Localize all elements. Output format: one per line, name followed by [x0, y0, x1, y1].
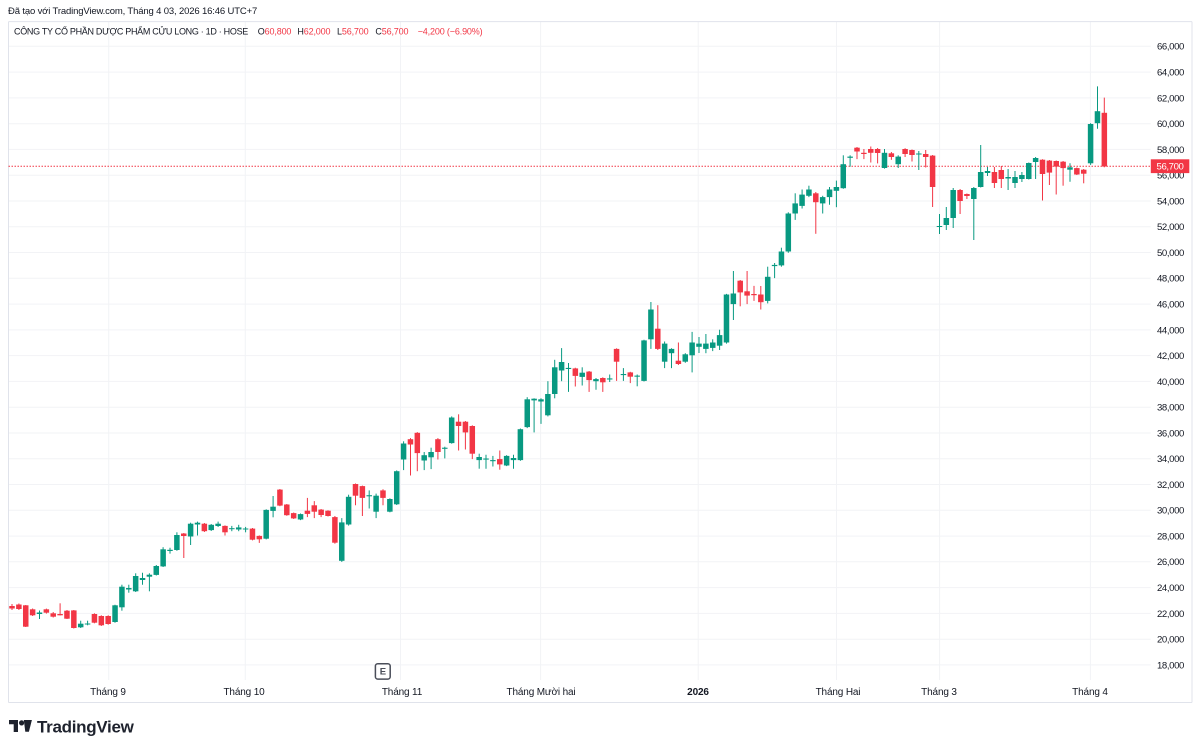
- svg-text:58,000: 58,000: [1157, 145, 1184, 156]
- svg-text:34,000: 34,000: [1157, 454, 1184, 465]
- svg-text:2026: 2026: [687, 687, 709, 698]
- svg-text:−4,200 (−6.90%): −4,200 (−6.90%): [418, 27, 483, 37]
- svg-text:56,700: 56,700: [1157, 162, 1184, 173]
- svg-text:52,000: 52,000: [1157, 222, 1184, 233]
- svg-text:66,000: 66,000: [1157, 42, 1184, 53]
- svg-text:18,000: 18,000: [1157, 660, 1184, 671]
- svg-text:60,000: 60,000: [1157, 119, 1184, 130]
- svg-text:C56,700: C56,700: [375, 27, 408, 37]
- svg-text:26,000: 26,000: [1157, 557, 1184, 568]
- svg-text:22,000: 22,000: [1157, 609, 1184, 620]
- svg-text:62,000: 62,000: [1157, 93, 1184, 104]
- svg-text:E: E: [380, 667, 386, 678]
- svg-text:Tháng Mười hai: Tháng Mười hai: [507, 687, 576, 698]
- svg-text:Đã tạo với TradingView.com, Th: Đã tạo với TradingView.com, Tháng 4 03, …: [8, 6, 257, 17]
- svg-text:46,000: 46,000: [1157, 300, 1184, 311]
- svg-text:44,000: 44,000: [1157, 325, 1184, 336]
- svg-text:40,000: 40,000: [1157, 377, 1184, 388]
- svg-text:Tháng 9: Tháng 9: [90, 687, 126, 698]
- svg-text:Tháng 3: Tháng 3: [921, 687, 957, 698]
- svg-text:56,000: 56,000: [1157, 171, 1184, 182]
- svg-text:36,000: 36,000: [1157, 428, 1184, 439]
- svg-text:32,000: 32,000: [1157, 480, 1184, 491]
- svg-text:54,000: 54,000: [1157, 196, 1184, 207]
- svg-text:64,000: 64,000: [1157, 68, 1184, 79]
- svg-text:Tháng 10: Tháng 10: [223, 687, 265, 698]
- svg-text:30,000: 30,000: [1157, 506, 1184, 517]
- svg-text:Tháng Hai: Tháng Hai: [816, 687, 861, 698]
- svg-text:20,000: 20,000: [1157, 635, 1184, 646]
- svg-text:24,000: 24,000: [1157, 583, 1184, 594]
- svg-text:CÔNG TY CỔ PHẦN DƯỢC PHẨM CỬU: CÔNG TY CỔ PHẦN DƯỢC PHẨM CỬU LONG · 1D …: [14, 26, 248, 37]
- svg-text:TradingView: TradingView: [37, 718, 135, 737]
- svg-text:H62,000: H62,000: [297, 27, 330, 37]
- svg-text:50,000: 50,000: [1157, 248, 1184, 259]
- svg-text:Tháng 11: Tháng 11: [382, 687, 423, 698]
- svg-text:Tháng 4: Tháng 4: [1072, 687, 1108, 698]
- svg-text:28,000: 28,000: [1157, 532, 1184, 543]
- svg-text:38,000: 38,000: [1157, 403, 1184, 414]
- svg-text:L56,700: L56,700: [337, 27, 369, 37]
- svg-text:42,000: 42,000: [1157, 351, 1184, 362]
- svg-text:O60,800: O60,800: [258, 27, 292, 37]
- svg-text:48,000: 48,000: [1157, 274, 1184, 285]
